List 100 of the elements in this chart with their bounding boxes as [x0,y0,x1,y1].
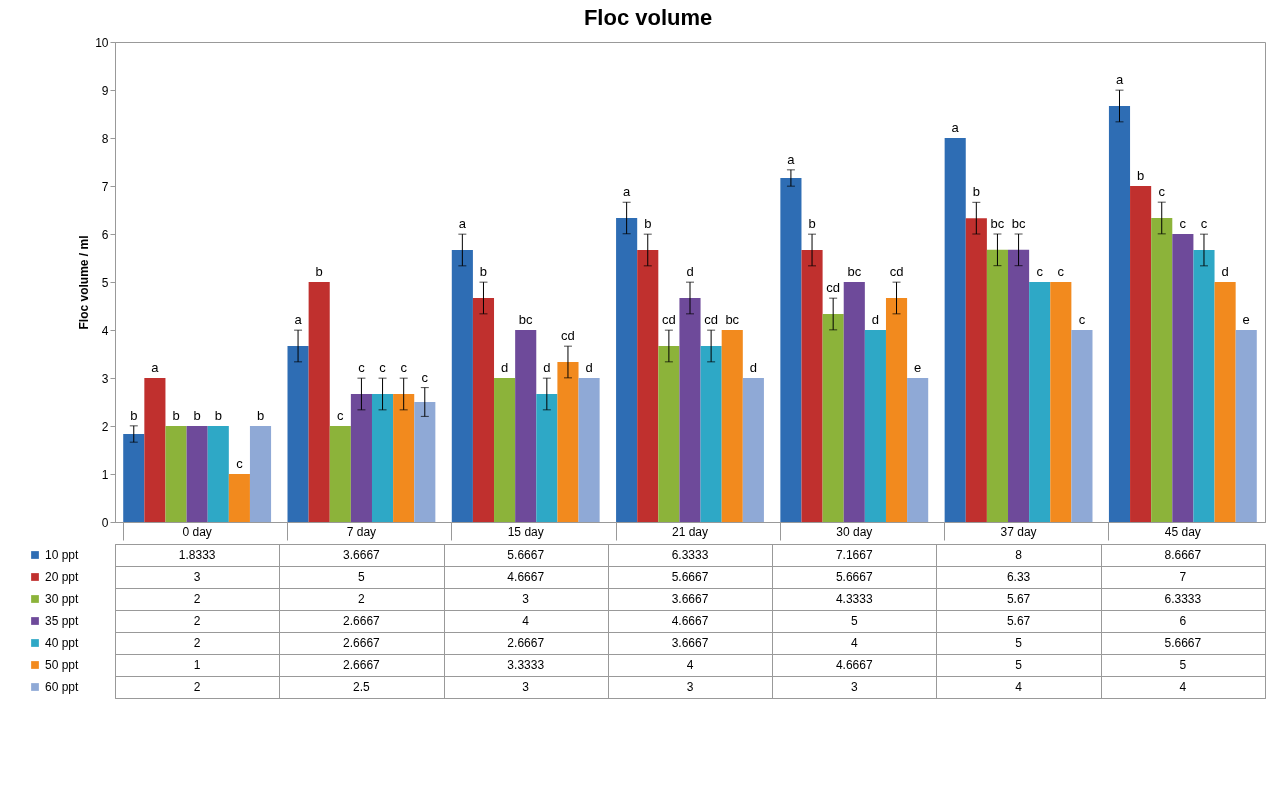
annotation: a [951,120,960,135]
legend-label: 10 ppt [45,548,80,562]
bar [414,402,436,522]
y-tick-label: 10 [95,35,109,50]
bar [578,378,600,522]
bar [721,330,743,522]
bar [451,250,473,522]
x-tick-label: 30 day [836,524,873,539]
bar [679,298,701,522]
data-label: 3.6667 [671,592,709,606]
legend-label: 40 ppt [45,636,80,650]
data-label: 3 [522,680,530,694]
x-tick-label: 7 day [346,524,377,539]
data-label: 5.6667 [671,570,709,584]
annotation: d [749,360,757,375]
data-label: 4.3333 [835,592,873,606]
data-label: 3 [686,680,694,694]
annotation: b [808,216,816,232]
bar [165,426,187,522]
annotation: e [914,360,922,375]
bar [1193,250,1215,522]
data-label: 8 [1015,548,1023,562]
data-label: 2 [358,592,366,606]
annotation: c [421,369,429,385]
bar [1029,282,1051,522]
bar [308,282,330,522]
annotation: e [1242,312,1250,327]
data-label: 4 [686,658,694,672]
bar [494,378,516,522]
annotation: a [1115,72,1124,88]
data-label: 4 [1015,680,1023,694]
annotation: b [479,264,488,280]
data-label: 6.3333 [671,548,709,562]
bar [864,330,886,522]
bar [144,378,166,522]
y-tick-label: 7 [101,179,109,194]
data-label: 5.6667 [507,548,545,562]
annotation: b [315,264,323,279]
bar [637,250,659,522]
data-label: 4.6667 [507,570,545,584]
annotation: a [458,216,467,232]
bar [658,346,680,522]
bar [287,346,309,522]
bar [536,394,558,522]
annotation: c [1158,184,1166,200]
data-label: 3 [193,570,201,584]
annotation: bc [990,216,1005,231]
chart-title: Floc volume [583,4,713,30]
bar [986,249,1009,522]
data-label: 5 [1179,658,1187,672]
bar [907,378,929,522]
annotation: d [500,360,509,375]
data-label: 5 [1015,636,1023,650]
data-label: 5 [1015,658,1023,672]
data-label: 2.6667 [343,658,381,672]
annotation: d [871,312,880,327]
data-label: 8.6667 [1164,548,1202,562]
annotation: cd [826,280,841,296]
legend-label: 50 ppt [45,658,80,672]
y-axis-title: Floc volume / ml [77,235,92,330]
legend-label: 35 ppt [45,614,80,628]
bar [329,426,351,522]
annotation: a [294,312,303,328]
annotation: c [1078,312,1086,327]
data-label: 1 [193,658,201,672]
data-label: 5.67 [1006,592,1031,606]
bar [944,138,966,522]
legend-label: 30 ppt [45,592,80,606]
annotation: c [1057,264,1065,279]
data-label: 4.6667 [671,614,709,628]
legend-label: 20 ppt [45,570,80,584]
annotation: b [644,216,652,232]
annotation: d [1221,264,1229,279]
data-label: 6.3333 [1164,592,1202,606]
annotation: c [1036,264,1044,279]
bar [1172,234,1194,522]
y-tick-label: 9 [101,83,109,98]
data-label: 1.8333 [178,548,216,562]
annotation: b [214,408,222,423]
bar [700,346,722,522]
y-tick-label: 5 [101,275,109,290]
bar [1235,330,1257,522]
annotation: a [787,151,796,167]
data-label: 7.1667 [835,548,873,562]
bar [822,314,844,522]
bar [1071,330,1093,522]
annotation: bc [1011,216,1026,231]
data-label: 2.6667 [343,614,381,628]
data-label: 2 [193,592,201,606]
data-label: 4 [1179,680,1187,694]
data-label: 6 [1179,614,1187,628]
bar [965,218,987,522]
legend-label: 60 ppt [45,680,80,694]
annotation: d [585,360,593,375]
y-tick-label: 6 [101,227,109,242]
bar [557,362,579,522]
data-label: 2 [193,680,201,694]
annotation: b [193,408,201,423]
data-label: 3 [850,680,858,694]
annotation: cd [704,312,718,328]
